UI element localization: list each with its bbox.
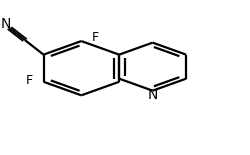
Text: F: F: [91, 31, 98, 44]
Text: F: F: [26, 75, 32, 87]
Text: N: N: [1, 17, 11, 31]
Text: N: N: [147, 88, 157, 102]
